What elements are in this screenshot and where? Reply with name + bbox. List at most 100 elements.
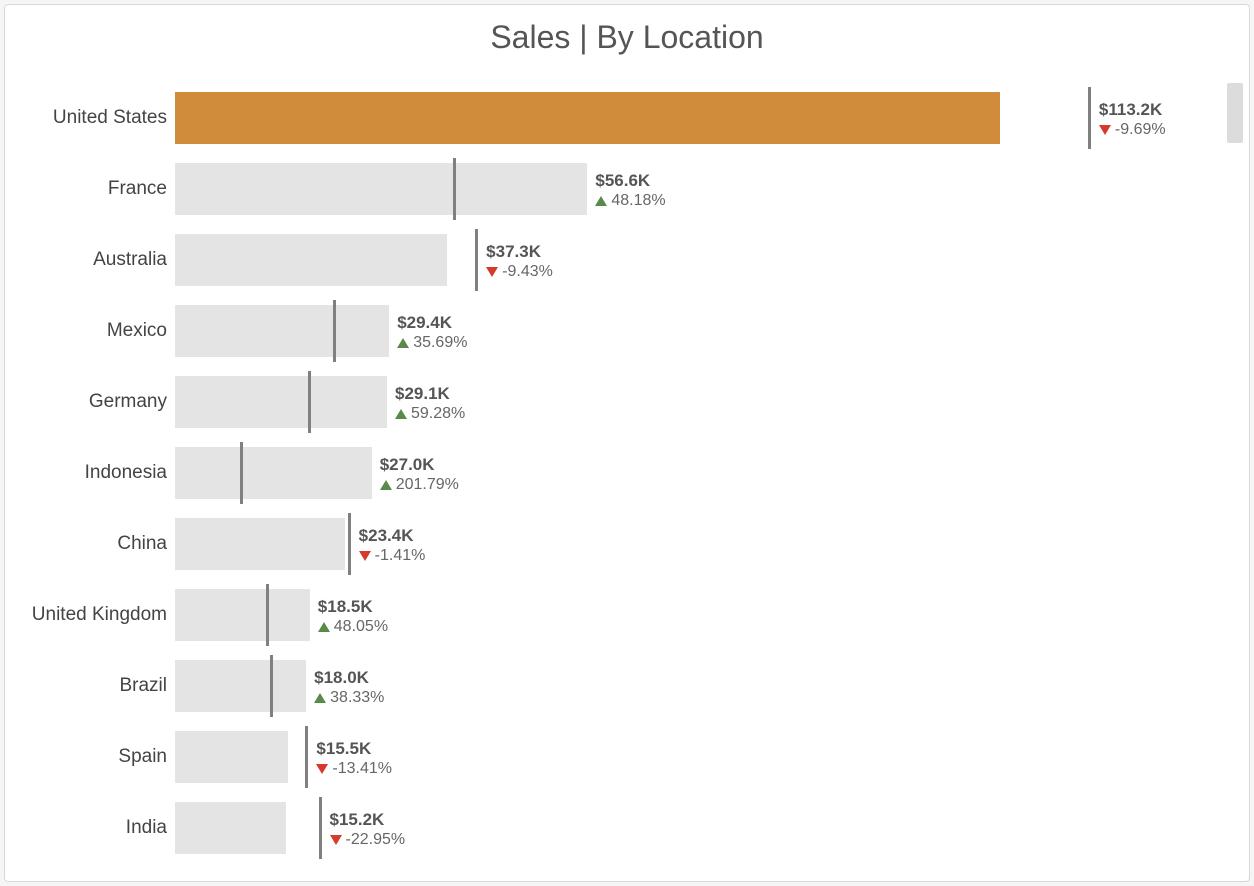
bar xyxy=(175,92,1000,144)
chart-row[interactable]: Spain$15.5K-13.41% xyxy=(5,722,1221,793)
comparison-marker xyxy=(475,229,478,291)
delta-value: -13.41% xyxy=(332,760,392,778)
comparison-marker xyxy=(240,442,243,504)
row-label: Indonesia xyxy=(5,463,175,484)
bar xyxy=(175,802,286,854)
delta-value: -1.41% xyxy=(375,547,426,565)
trend-down-icon xyxy=(330,835,342,845)
delta-value: 59.28% xyxy=(411,405,465,423)
bar-zone: $56.6K48.18% xyxy=(175,154,1221,225)
bar-zone: $27.0K201.79% xyxy=(175,438,1221,509)
bar xyxy=(175,376,387,428)
row-label: Germany xyxy=(5,392,175,413)
value-block: $23.4K-1.41% xyxy=(359,523,426,567)
value-block: $15.5K-13.41% xyxy=(316,736,392,780)
value-amount: $37.3K xyxy=(486,242,553,262)
bar xyxy=(175,731,288,783)
bar-zone: $29.1K59.28% xyxy=(175,367,1221,438)
trend-down-icon xyxy=(359,551,371,561)
chart-row[interactable]: Germany $29.1K59.28% xyxy=(5,367,1221,438)
bar-zone: $29.4K35.69% xyxy=(175,296,1221,367)
value-amount: $23.4K xyxy=(359,526,426,546)
chart-row[interactable]: Indonesia $27.0K201.79% xyxy=(5,438,1221,509)
delta-line: -13.41% xyxy=(316,760,392,778)
value-amount: $56.6K xyxy=(595,171,665,191)
chart-row[interactable]: Brazil $18.0K38.33% xyxy=(5,651,1221,722)
delta-line: 59.28% xyxy=(395,405,465,423)
chart-row[interactable]: Australia$37.3K-9.43% xyxy=(5,225,1221,296)
comparison-marker xyxy=(348,513,351,575)
bar xyxy=(175,447,372,499)
scrollbar-track[interactable] xyxy=(1227,83,1243,875)
bar-zone: $18.5K48.05% xyxy=(175,580,1221,651)
delta-line: 201.79% xyxy=(380,476,459,494)
delta-value: 48.05% xyxy=(334,618,388,636)
delta-line: 35.69% xyxy=(397,334,467,352)
bar-zone: $15.5K-13.41% xyxy=(175,722,1221,793)
bar-zone: $18.0K38.33% xyxy=(175,651,1221,722)
scrollbar-thumb[interactable] xyxy=(1227,83,1243,143)
value-block: $27.0K201.79% xyxy=(380,452,459,496)
value-block: $113.2K-9.69% xyxy=(1099,97,1166,141)
bar-zone: $15.2K-22.95% xyxy=(175,793,1221,864)
comparison-marker xyxy=(1088,87,1091,149)
bar-zone: $37.3K-9.43% xyxy=(175,225,1221,296)
value-amount: $29.1K xyxy=(395,384,465,404)
trend-up-icon xyxy=(314,693,326,703)
chart-title: Sales | By Location xyxy=(5,5,1249,66)
chart-plot-area: United States$113.2K-9.69%France$56.6K48… xyxy=(5,83,1221,881)
bar-zone: $23.4K-1.41% xyxy=(175,509,1221,580)
row-label: United Kingdom xyxy=(5,605,175,626)
value-block: $56.6K48.18% xyxy=(595,168,665,212)
comparison-marker xyxy=(453,158,456,220)
bar xyxy=(175,660,306,712)
comparison-marker xyxy=(319,797,322,859)
value-block: $29.4K35.69% xyxy=(397,310,467,354)
chart-row[interactable]: India $15.2K-22.95% xyxy=(5,793,1221,864)
bar xyxy=(175,163,587,215)
value-amount: $113.2K xyxy=(1099,100,1166,120)
row-label: Brazil xyxy=(5,676,175,697)
chart-row[interactable]: Mexico $29.4K35.69% xyxy=(5,296,1221,367)
value-block: $18.5K48.05% xyxy=(318,594,388,638)
row-label: Mexico xyxy=(5,321,175,342)
chart-row[interactable]: China $23.4K-1.41% xyxy=(5,509,1221,580)
comparison-marker xyxy=(266,584,269,646)
value-amount: $29.4K xyxy=(397,313,467,333)
chart-row[interactable]: United States$113.2K-9.69% xyxy=(5,83,1221,154)
delta-value: -22.95% xyxy=(346,831,406,849)
value-amount: $15.5K xyxy=(316,739,392,759)
delta-line: -22.95% xyxy=(330,831,406,849)
value-block: $29.1K59.28% xyxy=(395,381,465,425)
value-block: $37.3K-9.43% xyxy=(486,239,553,283)
delta-value: 38.33% xyxy=(330,689,384,707)
bar xyxy=(175,305,389,357)
trend-up-icon xyxy=(395,409,407,419)
value-amount: $15.2K xyxy=(330,810,406,830)
row-label: India xyxy=(5,818,175,839)
bar xyxy=(175,234,447,286)
trend-up-icon xyxy=(380,480,392,490)
comparison-marker xyxy=(270,655,273,717)
delta-value: 201.79% xyxy=(396,476,459,494)
trend-down-icon xyxy=(1099,125,1111,135)
bar xyxy=(175,589,310,641)
row-label: China xyxy=(5,534,175,555)
trend-up-icon xyxy=(318,622,330,632)
chart-row[interactable]: France$56.6K48.18% xyxy=(5,154,1221,225)
chart-row[interactable]: United Kingdom $18.5K48.05% xyxy=(5,580,1221,651)
delta-line: -9.43% xyxy=(486,263,553,281)
delta-value: 35.69% xyxy=(413,334,467,352)
chart-panel: Sales | By Location United States$113.2K… xyxy=(4,4,1250,882)
trend-down-icon xyxy=(316,764,328,774)
value-block: $15.2K-22.95% xyxy=(330,807,406,851)
delta-line: -9.69% xyxy=(1099,121,1166,139)
comparison-marker xyxy=(308,371,311,433)
delta-line: 38.33% xyxy=(314,689,384,707)
value-amount: $27.0K xyxy=(380,455,459,475)
comparison-marker xyxy=(333,300,336,362)
value-block: $18.0K38.33% xyxy=(314,665,384,709)
delta-line: 48.05% xyxy=(318,618,388,636)
trend-up-icon xyxy=(397,338,409,348)
value-amount: $18.0K xyxy=(314,668,384,688)
